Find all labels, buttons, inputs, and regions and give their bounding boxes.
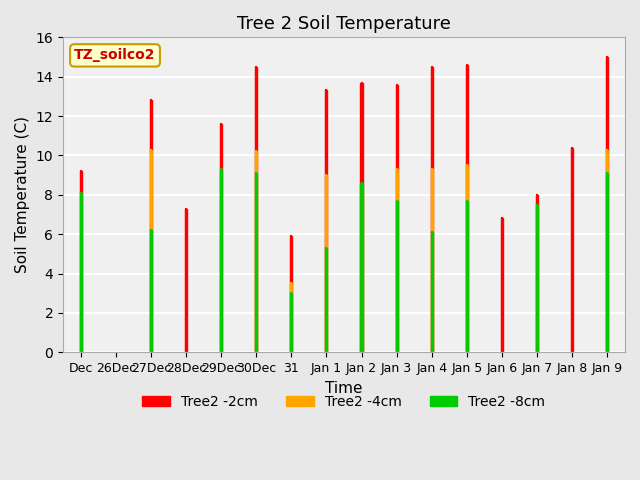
Y-axis label: Soil Temperature (C): Soil Temperature (C) bbox=[15, 116, 30, 273]
Title: Tree 2 Soil Temperature: Tree 2 Soil Temperature bbox=[237, 15, 451, 33]
Legend: Tree2 -2cm, Tree2 -4cm, Tree2 -8cm: Tree2 -2cm, Tree2 -4cm, Tree2 -8cm bbox=[137, 389, 551, 415]
Text: TZ_soilco2: TZ_soilco2 bbox=[74, 48, 156, 62]
X-axis label: Time: Time bbox=[325, 381, 363, 396]
